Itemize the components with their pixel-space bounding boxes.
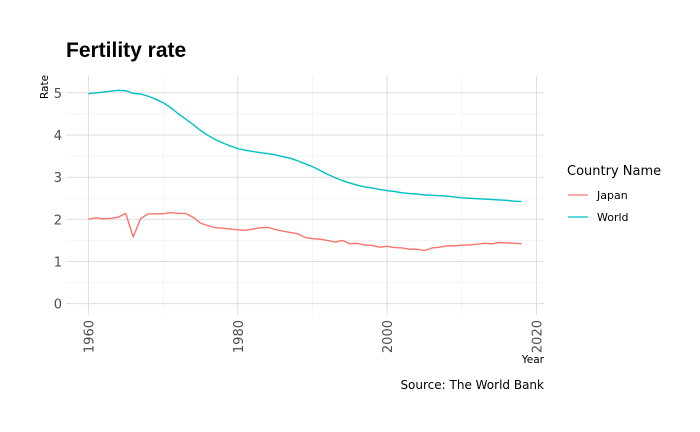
y-tick-label: 5: [54, 87, 62, 102]
series-line-world: [88, 89, 522, 203]
legend-label-japan: Japan: [596, 189, 628, 202]
x-tick-label: 2000: [381, 320, 396, 353]
y-tick-label: 3: [54, 171, 62, 186]
y-tick-label: 4: [54, 129, 62, 144]
series-line-japan: [88, 211, 522, 252]
y-axis-ticks: 0 1 2 3 4 5: [54, 87, 62, 313]
y-axis-label: Rate: [39, 75, 51, 99]
legend-title: Country Name: [567, 164, 661, 179]
legend: Country Name Japan World: [567, 164, 661, 224]
x-axis-label: Year: [521, 354, 545, 366]
y-tick-label: 2: [54, 213, 62, 228]
legend-item-world: World: [568, 211, 629, 224]
legend-label-world: World: [597, 211, 629, 224]
grid: [66, 76, 544, 315]
x-tick-label: 1980: [232, 320, 247, 353]
source-caption: Source: The World Bank: [400, 378, 544, 392]
y-tick-label: 0: [54, 298, 62, 313]
legend-item-japan: Japan: [568, 189, 628, 202]
chart-title: Fertility rate: [66, 39, 186, 62]
series-lines: [88, 89, 522, 252]
x-tick-label: 1960: [82, 320, 97, 353]
x-tick-label: 2020: [531, 320, 546, 353]
y-tick-label: 1: [54, 255, 62, 270]
x-axis-ticks: 1960 1980 2000 2020: [82, 320, 545, 353]
